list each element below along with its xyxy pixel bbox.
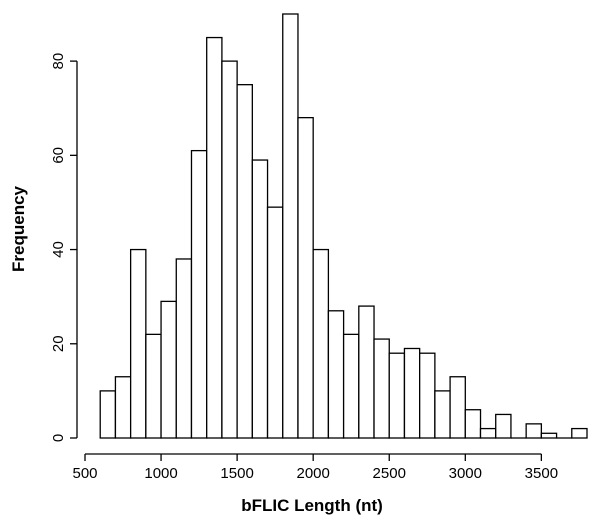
x-tick-label-6: 3500 — [525, 465, 558, 482]
histogram-bar-0 — [99, 390, 117, 439]
histogram-bar-26 — [495, 413, 512, 439]
histogram-bar-24 — [464, 409, 482, 439]
y-axis: 0 20 40 60 80 — [50, 53, 78, 442]
y-tick-label-1: 20 — [50, 335, 67, 352]
histogram-bar-2 — [129, 248, 147, 439]
y-tick-label-3: 60 — [50, 147, 67, 164]
histogram-bar-22 — [434, 390, 451, 439]
histogram-bar-31 — [571, 427, 588, 439]
histogram-bar-1 — [114, 376, 132, 439]
histogram-bar-17 — [358, 305, 375, 439]
histogram-bar-25 — [479, 427, 497, 439]
histogram-bar-12 — [282, 13, 299, 439]
histogram-bar-9 — [236, 84, 253, 439]
histogram-bar-11 — [266, 206, 284, 439]
y-axis-title: Frequency — [9, 185, 28, 272]
histogram-bar-4 — [160, 300, 177, 439]
x-tick-label-5: 3000 — [449, 465, 482, 482]
y-tick-label-0: 0 — [50, 434, 67, 442]
histogram-bar-13 — [297, 116, 314, 439]
histogram-bar-7 — [206, 36, 223, 439]
histogram-bar-16 — [342, 333, 360, 439]
histogram-bar-28 — [525, 423, 543, 439]
x-tick-label-3: 2000 — [296, 465, 329, 482]
x-tick-label-1: 1000 — [144, 465, 177, 482]
histogram-bar-23 — [449, 376, 466, 439]
histogram-bar-3 — [145, 333, 162, 439]
histogram-bars — [99, 13, 588, 439]
histogram-bar-15 — [327, 310, 345, 439]
x-tick-label-2: 1500 — [220, 465, 253, 482]
histogram-bar-10 — [251, 159, 269, 439]
x-tick-label-0: 500 — [72, 465, 97, 482]
histogram-bar-18 — [373, 338, 390, 439]
histogram-bar-21 — [419, 352, 436, 439]
x-axis: 500 1000 1500 2000 2500 3000 3500 — [72, 453, 558, 482]
histogram-bar-29 — [540, 432, 558, 439]
histogram-bar-20 — [403, 347, 421, 439]
histogram-bar-19 — [388, 352, 406, 439]
histogram-bar-8 — [221, 60, 238, 439]
x-tick-label-4: 2500 — [373, 465, 406, 482]
histogram-bar-14 — [312, 248, 330, 439]
histogram-bar-6 — [190, 149, 208, 439]
histogram-bar-5 — [175, 258, 193, 439]
y-tick-label-2: 40 — [50, 241, 67, 258]
x-axis-title: bFLIC Length (nt) — [241, 496, 383, 515]
y-tick-label-4: 80 — [50, 53, 67, 70]
